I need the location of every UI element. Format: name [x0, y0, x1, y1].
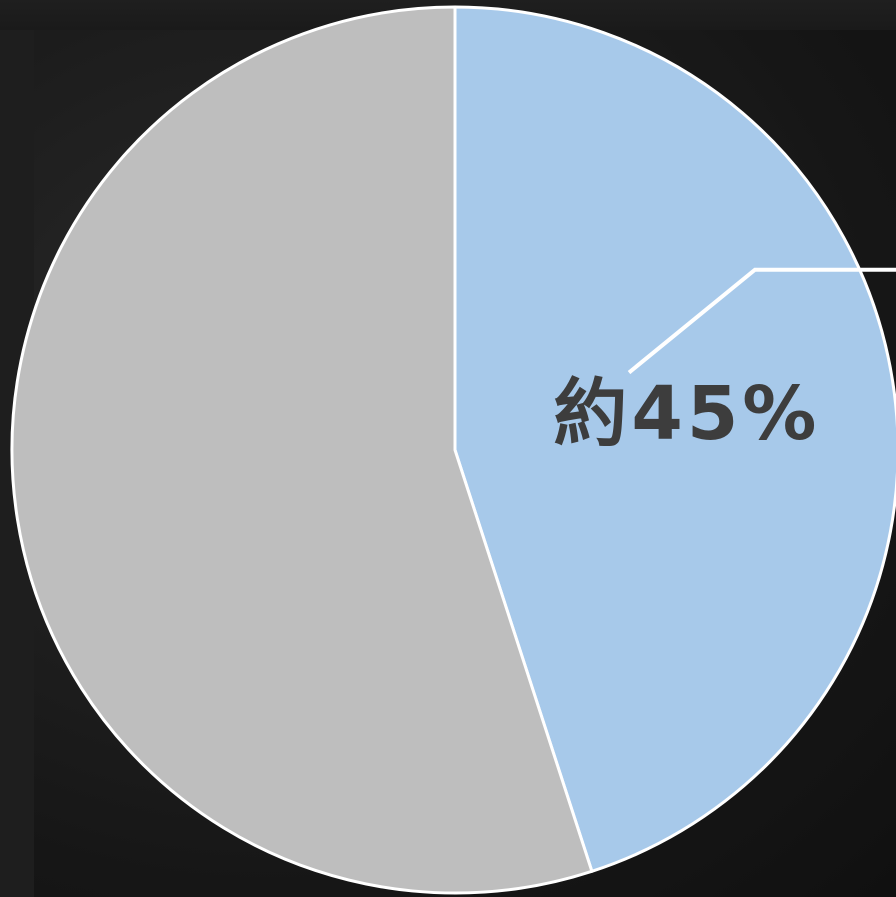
leader-lines [627, 267, 896, 375]
pie-slices [10, 5, 896, 895]
pie-slice-1 [453, 5, 896, 873]
leader-line-1 [627, 267, 896, 375]
slice-labels: 約45% [553, 371, 820, 457]
pie-slice-2 [10, 5, 594, 895]
slice-label-1: 約45% [553, 371, 820, 457]
